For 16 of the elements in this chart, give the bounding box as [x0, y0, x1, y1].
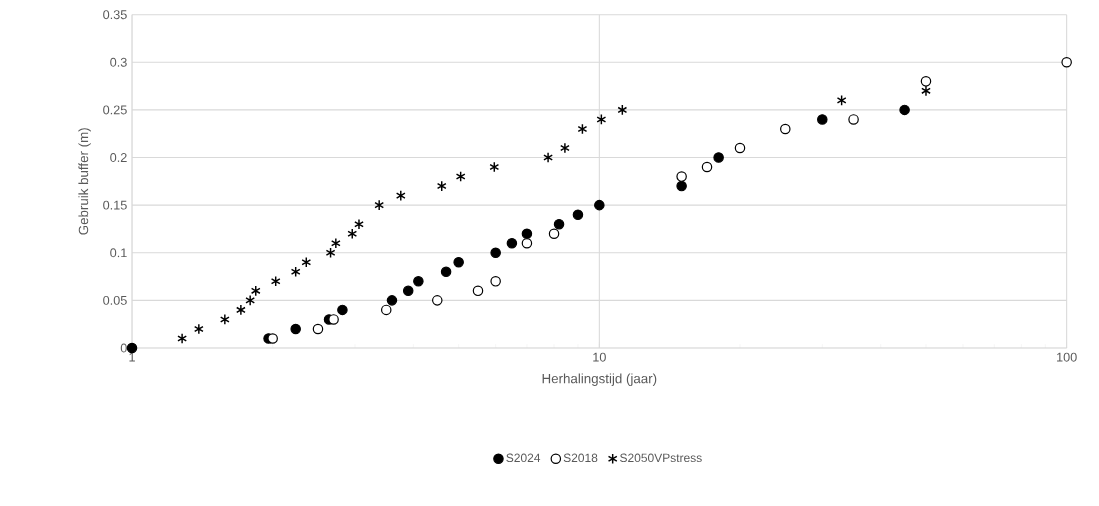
x-tick-label: 10 [593, 352, 606, 362]
legend-label: S2024 [506, 453, 541, 463]
y-tick-label: 0.2 [110, 153, 127, 162]
legend-label: S2050VPstress [620, 453, 702, 463]
y-tick-label: 0.1 [110, 248, 127, 258]
y-tick-label: 0.15 [103, 200, 127, 210]
y-tick-label: 0.25 [103, 105, 127, 115]
y-tick-label: 0.35 [103, 10, 127, 20]
legend-label: S2018 [563, 453, 598, 463]
y-tick-label: 0.3 [110, 57, 127, 67]
x-axis-title: Herhalingstijd (jaar) [542, 373, 657, 386]
y-tick-label: 0.05 [103, 295, 127, 305]
x-tick-label: 100 [1057, 352, 1077, 362]
x-tick-label: 1 [129, 352, 135, 362]
y-axis-title: Gebruik buffer (m) [78, 128, 91, 235]
y-tick-label: 0 [120, 343, 127, 353]
